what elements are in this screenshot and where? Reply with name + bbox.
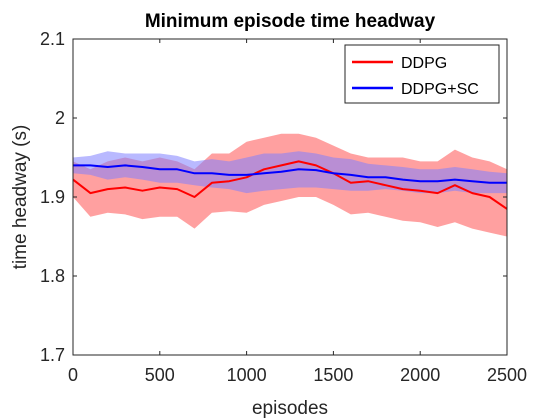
line-ddpg <box>72 160 508 210</box>
x-axis-label: episodes <box>252 398 328 419</box>
x-tick-label: 1000 <box>227 365 267 385</box>
axis-ticks: 0 500 1000 1500 2000 2500 1.7 1.8 1.9 2 2.1 <box>40 29 527 385</box>
y-tick-label: 2 <box>55 108 65 128</box>
x-tick-label: 1500 <box>313 365 353 385</box>
x-tick-label: 500 <box>145 365 175 385</box>
legend-box <box>344 44 500 104</box>
x-tick-label: 2500 <box>487 365 527 385</box>
chart-title: Minimum episode time headway <box>145 11 436 32</box>
y-axis-label: time headway (s) <box>10 125 31 270</box>
y-tick-label: 2.1 <box>40 29 65 49</box>
confidence-bands <box>73 133 507 237</box>
y-tick-label: 1.7 <box>40 345 65 365</box>
x-tick-label: 0 <box>68 365 78 385</box>
band-ddpg-sc <box>73 151 507 194</box>
series-lines <box>72 160 508 210</box>
y-tick-label: 1.8 <box>40 266 65 286</box>
x-tick-label: 2000 <box>400 365 440 385</box>
line-ddpg-sc <box>73 164 507 184</box>
legend: DDPG DDPG+SC <box>344 44 500 104</box>
y-tick-label: 1.9 <box>40 187 65 207</box>
legend-label-ddpg: DDPG <box>401 55 447 72</box>
legend-label-ddpg-sc: DDPG+SC <box>401 81 479 98</box>
